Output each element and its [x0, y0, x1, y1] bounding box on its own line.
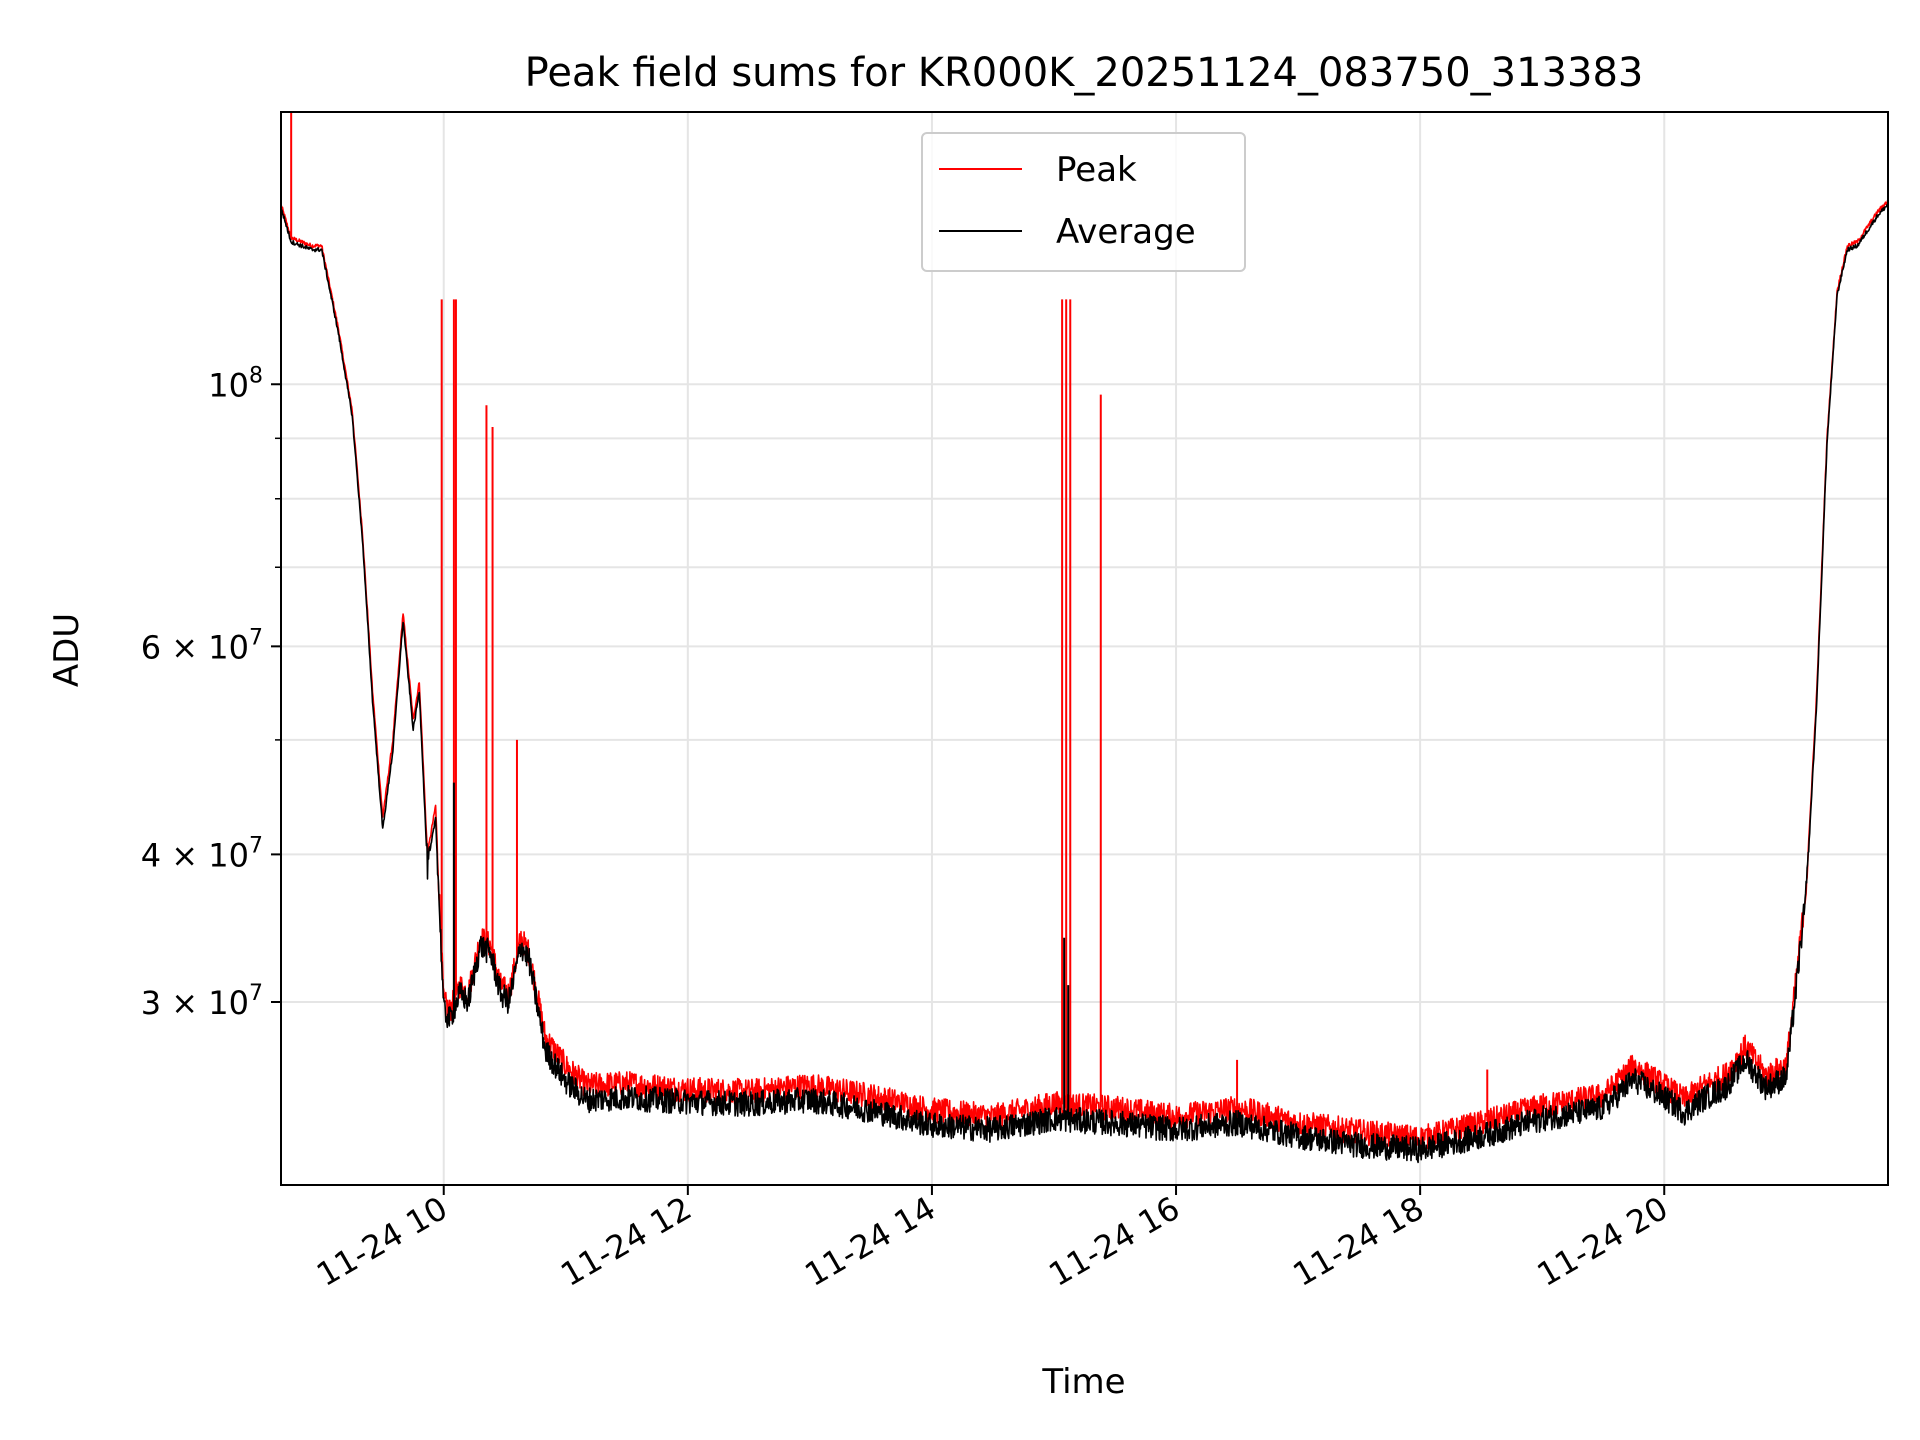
series-line-average [280, 203, 1889, 1164]
grid-lines [281, 112, 1888, 1185]
legend-label-average: Average [1056, 212, 1196, 252]
x-axis-label: Time [1041, 1362, 1125, 1402]
x-tick-label: 11-24 10 [310, 1189, 454, 1294]
y-tick-label: 3 × 107 [141, 981, 263, 1022]
legend-label-peak: Peak [1056, 150, 1137, 190]
plot-frame [280, 111, 1889, 1186]
y-tick-label: 108 [208, 363, 263, 404]
y-tick-label: 6 × 107 [141, 625, 263, 666]
x-tick-label: 11-24 18 [1287, 1189, 1431, 1294]
x-tick-label: 11-24 16 [1042, 1189, 1186, 1294]
series-line-peak [280, 199, 1889, 1152]
x-tick-label: 11-24 12 [554, 1189, 698, 1294]
chart-title: Peak field sums for KR000K_20251124_0837… [525, 50, 1644, 96]
legend: Peak Average [921, 132, 1246, 272]
x-tick-label: 11-24 14 [798, 1189, 942, 1294]
y-axis-label: ADU [47, 613, 87, 687]
y-tick-label: 4 × 107 [141, 833, 263, 874]
series-layer [280, 112, 1889, 1164]
legend-box [921, 132, 1246, 272]
x-tick-label: 11-24 20 [1531, 1189, 1675, 1294]
